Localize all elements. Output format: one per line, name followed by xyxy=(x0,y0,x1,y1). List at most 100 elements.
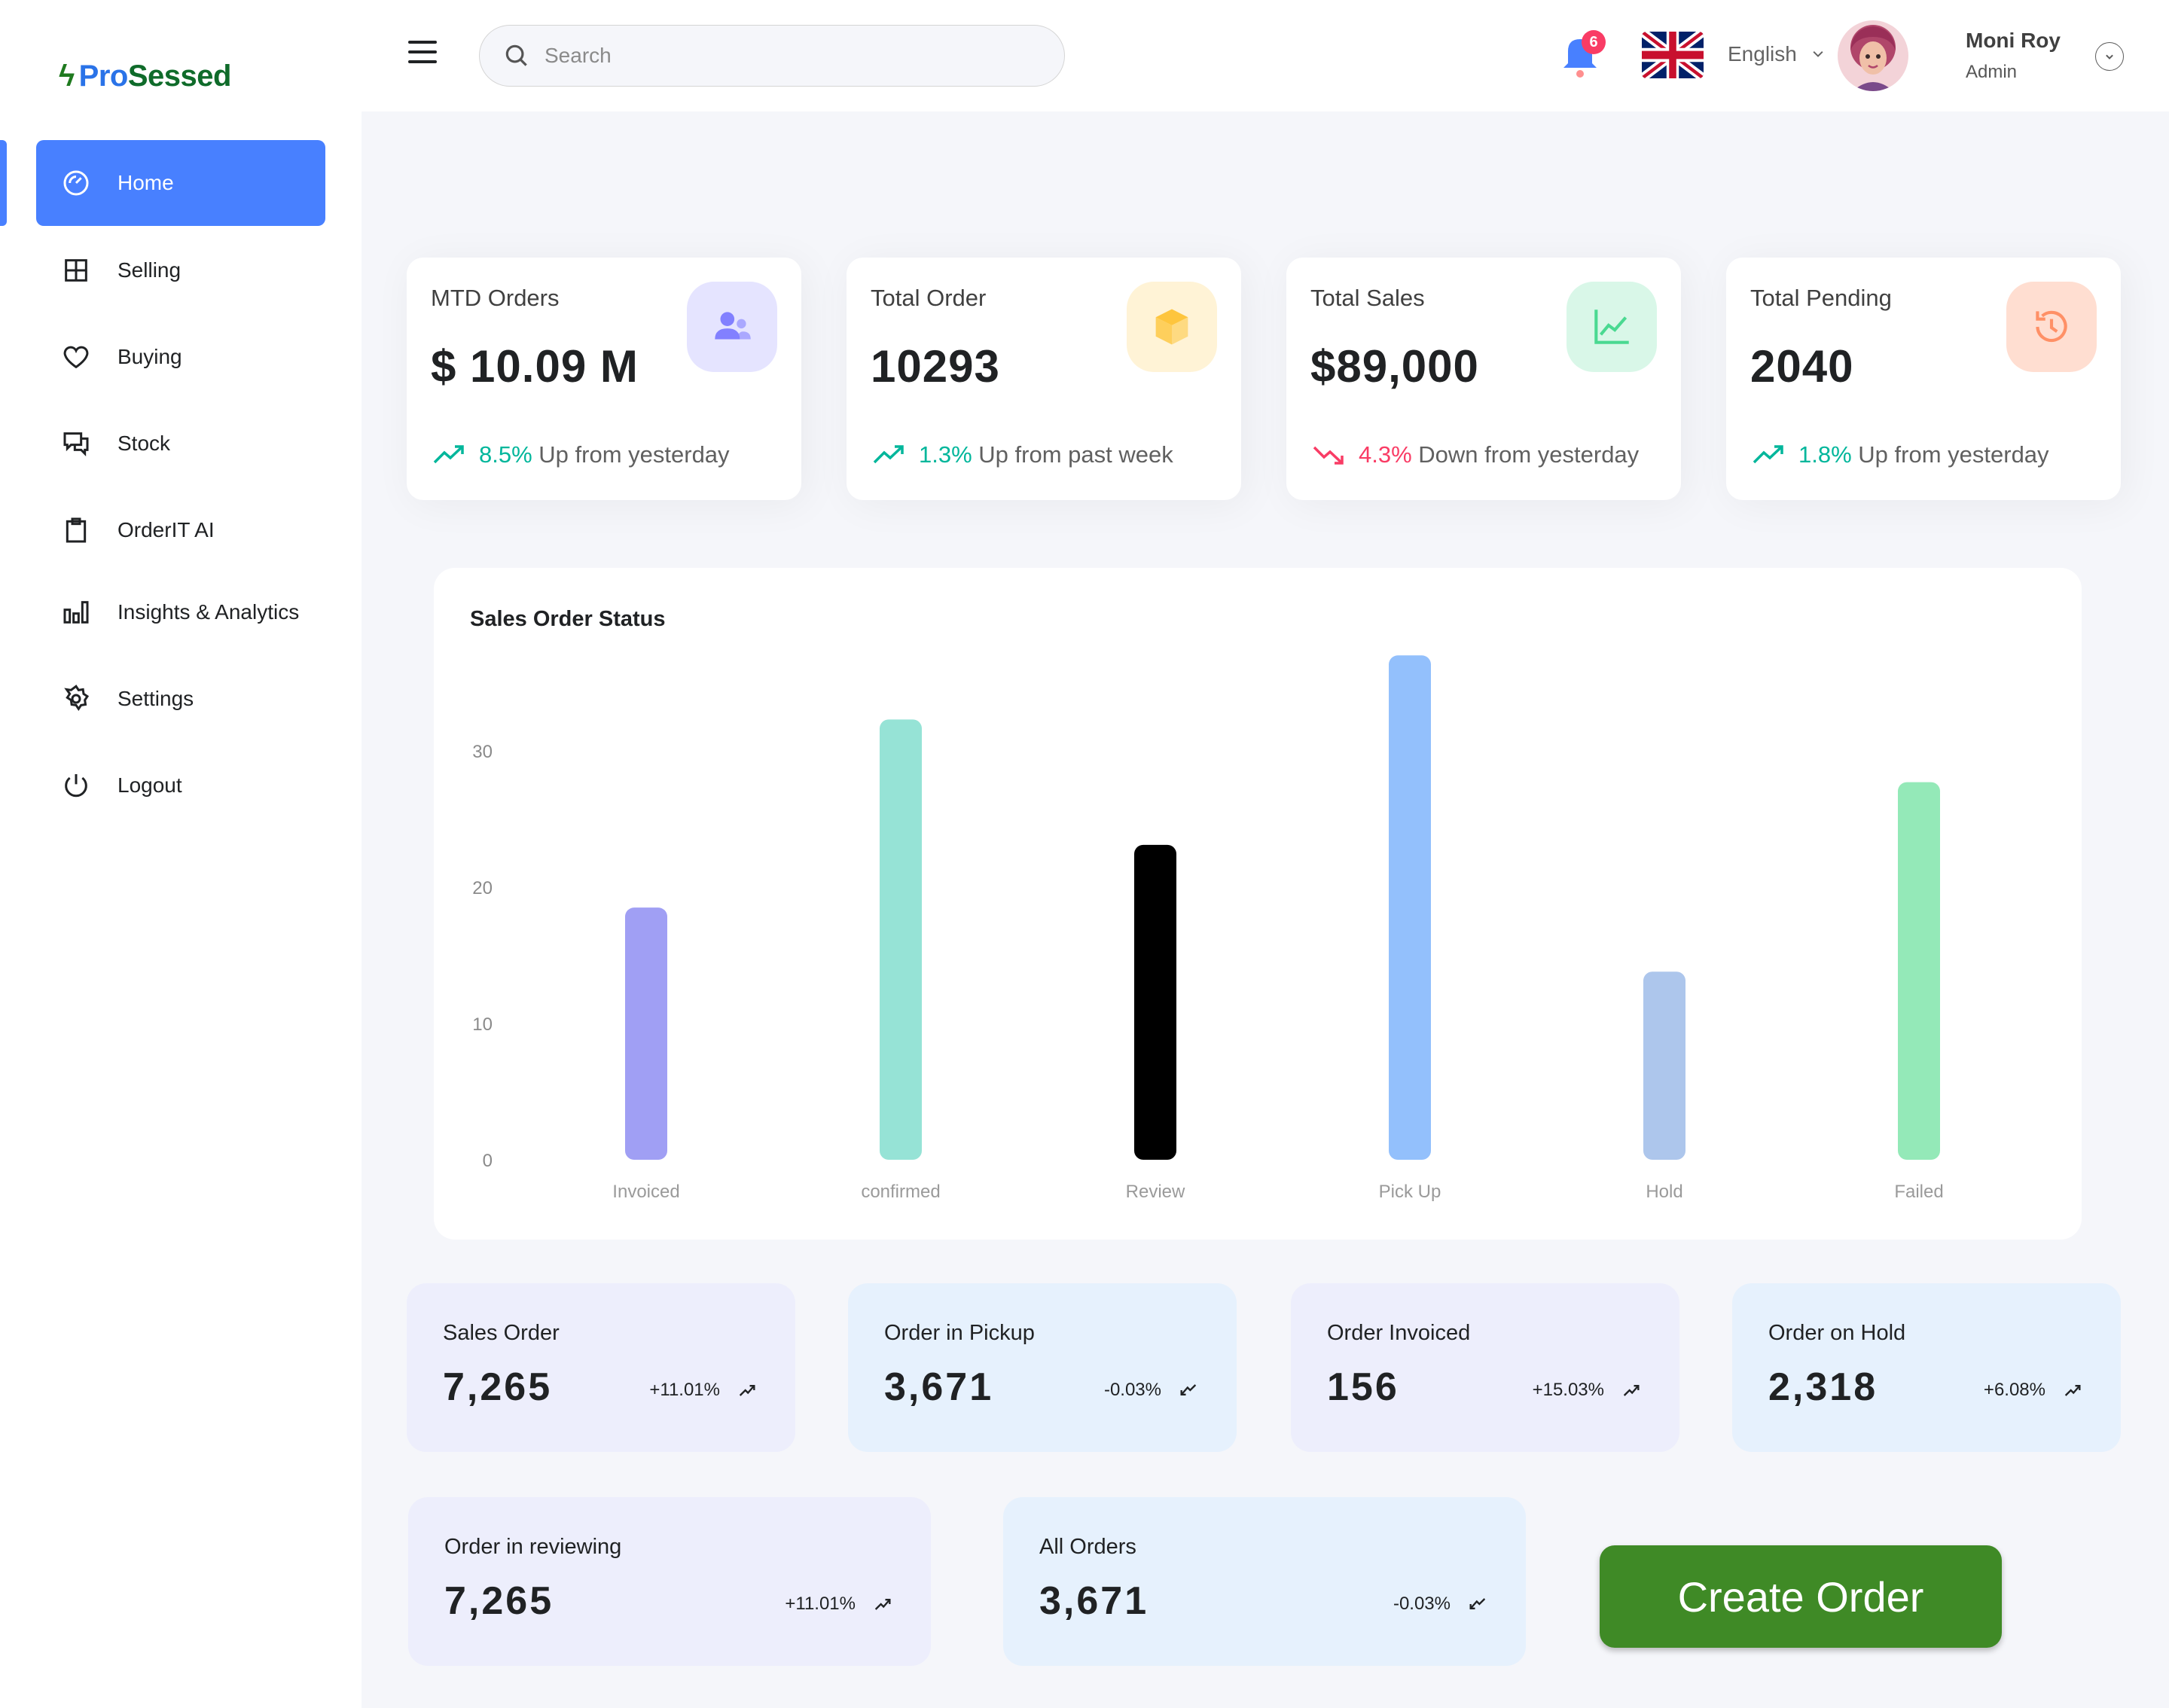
stat-change-text: Up from yesterday xyxy=(538,441,730,468)
mini-stat-value: 7,265 xyxy=(443,1365,553,1409)
language-selector[interactable]: English xyxy=(1728,42,1826,66)
sidebar-item-label: Home xyxy=(117,171,174,194)
stat-trend: 8.5% Up from yesterday xyxy=(432,441,730,468)
mini-stat-change-value: +11.01% xyxy=(649,1380,720,1400)
mini-stat-title: Order in Pickup xyxy=(884,1321,1035,1345)
x-tick-label: confirmed xyxy=(861,1182,940,1202)
sidebar-item-label: Logout xyxy=(117,773,182,797)
mini-stat-order-on-hold: Order on Hold 2,318 +6.08% xyxy=(1732,1283,2121,1452)
active-nav-indicator xyxy=(0,140,7,226)
mini-stat-title: Order on Hold xyxy=(1768,1321,1906,1345)
language-label: English xyxy=(1728,42,1797,66)
trending-up-icon xyxy=(1753,445,1783,464)
sidebar-item-home[interactable]: Home xyxy=(36,140,325,226)
user-menu-button[interactable] xyxy=(2095,42,2124,71)
mini-stat-title: Order Invoiced xyxy=(1327,1321,1471,1345)
chart-bar-hold[interactable] xyxy=(1643,971,1685,1160)
uk-flag-icon[interactable] xyxy=(1642,32,1704,78)
sidebar-item-logout[interactable]: Logout xyxy=(36,743,325,828)
y-tick-label: 30 xyxy=(472,742,493,762)
chart-bar-review[interactable] xyxy=(1134,844,1176,1160)
stat-trend: 4.3% Down from yesterday xyxy=(1312,441,1639,468)
notification-count-badge: 6 xyxy=(1582,30,1606,54)
mini-stat-change: +15.03% xyxy=(1533,1380,1642,1401)
trending-up-icon xyxy=(1623,1385,1640,1396)
grid-icon xyxy=(59,253,93,288)
stat-title: MTD Orders xyxy=(431,285,560,311)
bar-chart-icon xyxy=(59,595,93,630)
stat-value: 10293 xyxy=(871,341,1000,392)
x-tick-label: Invoiced xyxy=(612,1182,679,1202)
stat-change: 1.8% xyxy=(1798,441,1852,468)
stat-title: Total Order xyxy=(871,285,987,311)
bolt-icon: ϟ xyxy=(59,59,75,93)
chart-bar-failed[interactable] xyxy=(1898,782,1940,1160)
stat-card-total-order: Total Order 10293 1.3% Up from past week xyxy=(847,258,1241,500)
user-name: Moni Roy xyxy=(1966,29,2061,52)
history-icon xyxy=(2006,282,2097,372)
mini-stat-change: +11.01% xyxy=(649,1380,758,1401)
sidebar-item-label: Selling xyxy=(117,258,182,282)
mini-stat-change: -0.03% xyxy=(1393,1594,1488,1615)
users-icon xyxy=(687,282,777,372)
avatar[interactable] xyxy=(1838,20,1908,91)
stat-value: $ 10.09 M xyxy=(431,341,639,392)
notifications-button[interactable]: 6 xyxy=(1559,30,1607,80)
brand-logo[interactable]: ϟ Pro Sessed xyxy=(59,57,231,95)
chart-bar-pick-up[interactable] xyxy=(1389,655,1431,1160)
create-order-button[interactable]: Create Order xyxy=(1600,1545,2002,1648)
x-tick-label: Review xyxy=(1126,1182,1185,1202)
chevron-down-icon xyxy=(1813,50,1823,57)
mini-stat-value: 3,671 xyxy=(1039,1579,1149,1623)
trending-down-icon xyxy=(1313,446,1344,465)
mini-stat-change-value: +11.01% xyxy=(785,1594,856,1614)
stat-trend: 1.3% Up from past week xyxy=(872,441,1173,468)
search-icon xyxy=(505,44,527,66)
sales-order-status-chart: 0 10 20 30 Invoiced confirmed Review Pick Up Hol… xyxy=(472,655,1944,1202)
chart-bar-invoiced[interactable] xyxy=(625,907,667,1160)
trending-up-icon xyxy=(433,445,464,464)
x-tick-label: Pick Up xyxy=(1379,1182,1441,1202)
sales-order-status-panel: Sales Order Status 0 10 20 30 Invoiced confir… xyxy=(434,568,2082,1240)
trending-down-icon xyxy=(1469,1598,1486,1609)
mini-stat-change-value: +6.08% xyxy=(1983,1380,2045,1400)
y-tick-label: 0 xyxy=(483,1151,493,1171)
mini-stat-all-orders: All Orders 3,671 -0.03% xyxy=(1003,1497,1526,1666)
sidebar-item-selling[interactable]: Selling xyxy=(36,227,325,313)
search-bar[interactable] xyxy=(479,25,1065,87)
sidebar-item-insights-analytics[interactable]: Insights & Analytics xyxy=(36,569,325,655)
menu-toggle-icon[interactable] xyxy=(408,41,437,71)
user-role: Admin xyxy=(1966,62,2018,82)
sidebar-item-stock[interactable]: Stock xyxy=(36,401,325,486)
mini-stat-order-invoiced: Order Invoiced 156 +15.03% xyxy=(1291,1283,1679,1452)
mini-stat-change-value: +15.03% xyxy=(1532,1380,1604,1400)
trending-up-icon xyxy=(873,445,904,464)
chevron-down-icon xyxy=(2106,54,2113,59)
sidebar-item-buying[interactable]: Buying xyxy=(36,314,325,400)
stat-title: Total Pending xyxy=(1750,285,1892,311)
mini-stat-value: 3,671 xyxy=(884,1365,994,1409)
clipboard-icon xyxy=(59,513,93,547)
sidebar-item-orderit-ai[interactable]: OrderIT AI xyxy=(36,487,325,573)
trending-up-icon xyxy=(2064,1385,2081,1396)
line-chart-icon xyxy=(1566,282,1657,372)
sidebar: ϟ Pro Sessed Home Selling Buying Stock O… xyxy=(0,0,362,1708)
cube-icon xyxy=(1127,282,1217,372)
y-tick-label: 20 xyxy=(472,878,493,898)
brand-name-part2: Sessed xyxy=(127,59,232,93)
stat-title: Total Sales xyxy=(1310,285,1425,311)
stat-change: 4.3% xyxy=(1359,441,1412,468)
stat-card-mtd-orders: MTD Orders $ 10.09 M 8.5% Up from yester… xyxy=(407,258,801,500)
top-bar: 6 English Moni Roy Admin xyxy=(362,0,2169,111)
y-tick-label: 10 xyxy=(472,1014,493,1035)
gear-icon xyxy=(59,682,93,716)
stat-change-text: Up from past week xyxy=(978,441,1173,468)
trending-up-icon xyxy=(739,1385,755,1396)
stat-card-total-pending: Total Pending 2040 1.8% Up from yesterda… xyxy=(1726,258,2121,500)
mini-stat-order-in-reviewing: Order in reviewing 7,265 +11.01% xyxy=(408,1497,931,1666)
stat-trend: 1.8% Up from yesterday xyxy=(1752,441,2049,468)
trending-down-icon xyxy=(1180,1384,1197,1395)
sidebar-item-settings[interactable]: Settings xyxy=(36,656,325,742)
chart-bar-confirmed[interactable] xyxy=(880,719,922,1160)
search-input[interactable] xyxy=(545,44,1027,68)
